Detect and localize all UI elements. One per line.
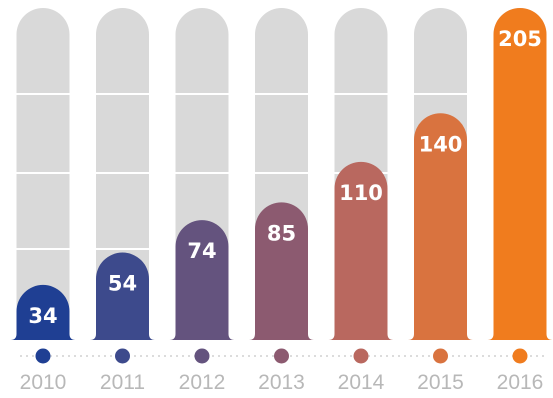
bar: [328, 161, 394, 340]
axis-dot: [194, 348, 210, 364]
tick-label: 2014: [338, 371, 385, 394]
value-label: 54: [108, 272, 137, 296]
axis-dot: [115, 348, 130, 364]
bar: [10, 284, 76, 340]
value-label: 205: [498, 27, 542, 51]
tick-label: 2015: [417, 371, 464, 394]
bar: [487, 8, 553, 340]
x-axis: 2010 2011 2012 2013 2014 2015 2016: [20, 348, 545, 394]
tick-label: 2016: [497, 371, 544, 394]
tick-label: 2012: [179, 371, 226, 394]
bar: [408, 113, 473, 340]
value-label: 85: [267, 221, 296, 245]
bar: [249, 202, 314, 340]
value-label: 140: [419, 132, 463, 156]
value-label: 74: [187, 239, 216, 263]
axis-dot: [274, 348, 289, 364]
axis-dot: [353, 348, 369, 364]
tick-label: 2013: [258, 371, 305, 394]
tick-label: 2011: [100, 371, 145, 394]
bars: 34 54 74 85 110 140 205: [10, 8, 553, 340]
value-label: 110: [339, 181, 383, 205]
axis-dot: [433, 348, 448, 364]
bar: [169, 220, 235, 340]
tick-label: 2010: [20, 371, 67, 394]
bar: [90, 252, 155, 340]
value-label: 34: [28, 304, 57, 328]
axis-dot: [35, 348, 51, 364]
axis-dot: [512, 348, 528, 364]
